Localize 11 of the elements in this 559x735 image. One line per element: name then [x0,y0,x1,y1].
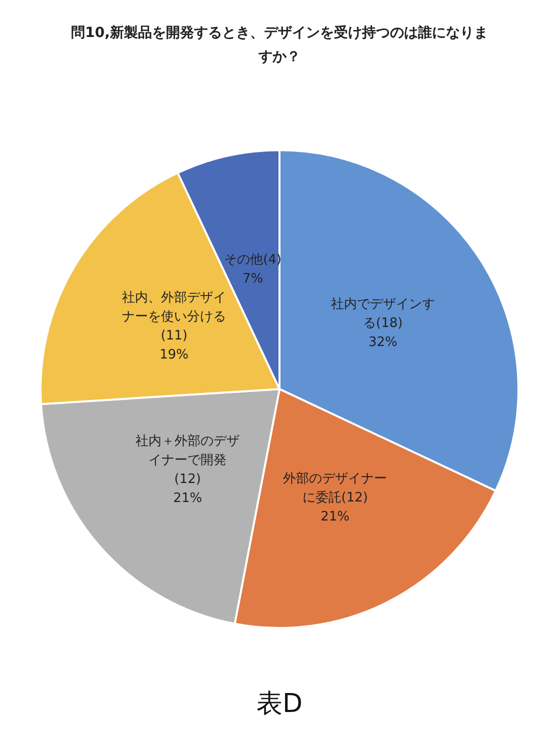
slice-label: 社内、外部デザイナーを使い分ける(11) [122,290,226,344]
data-label: 21% [320,510,350,525]
chart-title: 問10,新製品を開発するとき、デザインを受け持つのは誰になりますか？ [71,24,488,65]
slice-label: 社内＋外部のデザイナーで開発(12) [136,434,240,488]
data-label: 21% [173,491,202,506]
slice-label: 外部のデザイナーに委託(12) [283,472,388,506]
slice-label: 社内でデザインする(18) [330,296,435,331]
data-label: 32% [368,334,398,350]
data-label: 19% [160,348,189,363]
text: 表D [256,689,303,719]
data-label: 7% [242,272,264,287]
